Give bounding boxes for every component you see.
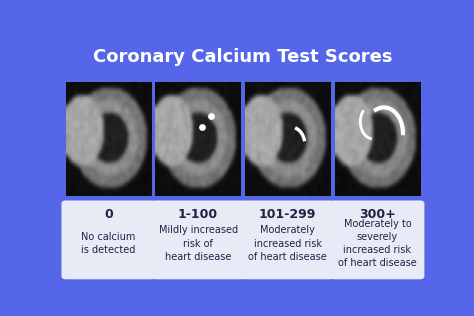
FancyBboxPatch shape xyxy=(330,200,424,279)
FancyBboxPatch shape xyxy=(241,200,335,279)
Point xyxy=(199,125,206,130)
Text: Coronary Calcium Test Scores: Coronary Calcium Test Scores xyxy=(93,48,392,66)
Text: Mildly increased
risk of
heart disease: Mildly increased risk of heart disease xyxy=(158,225,237,262)
Text: 101-299: 101-299 xyxy=(259,208,317,221)
Text: 0: 0 xyxy=(104,208,113,221)
Text: Moderately to
severely
increased risk
of heart disease: Moderately to severely increased risk of… xyxy=(338,219,417,268)
Text: 300+: 300+ xyxy=(359,208,396,221)
Point xyxy=(207,113,215,118)
Text: Moderately
increased risk
of heart disease: Moderately increased risk of heart disea… xyxy=(248,225,327,262)
Text: 1-100: 1-100 xyxy=(178,208,218,221)
FancyBboxPatch shape xyxy=(151,200,245,279)
FancyBboxPatch shape xyxy=(62,200,155,279)
Text: No calcium
is detected: No calcium is detected xyxy=(81,232,136,255)
